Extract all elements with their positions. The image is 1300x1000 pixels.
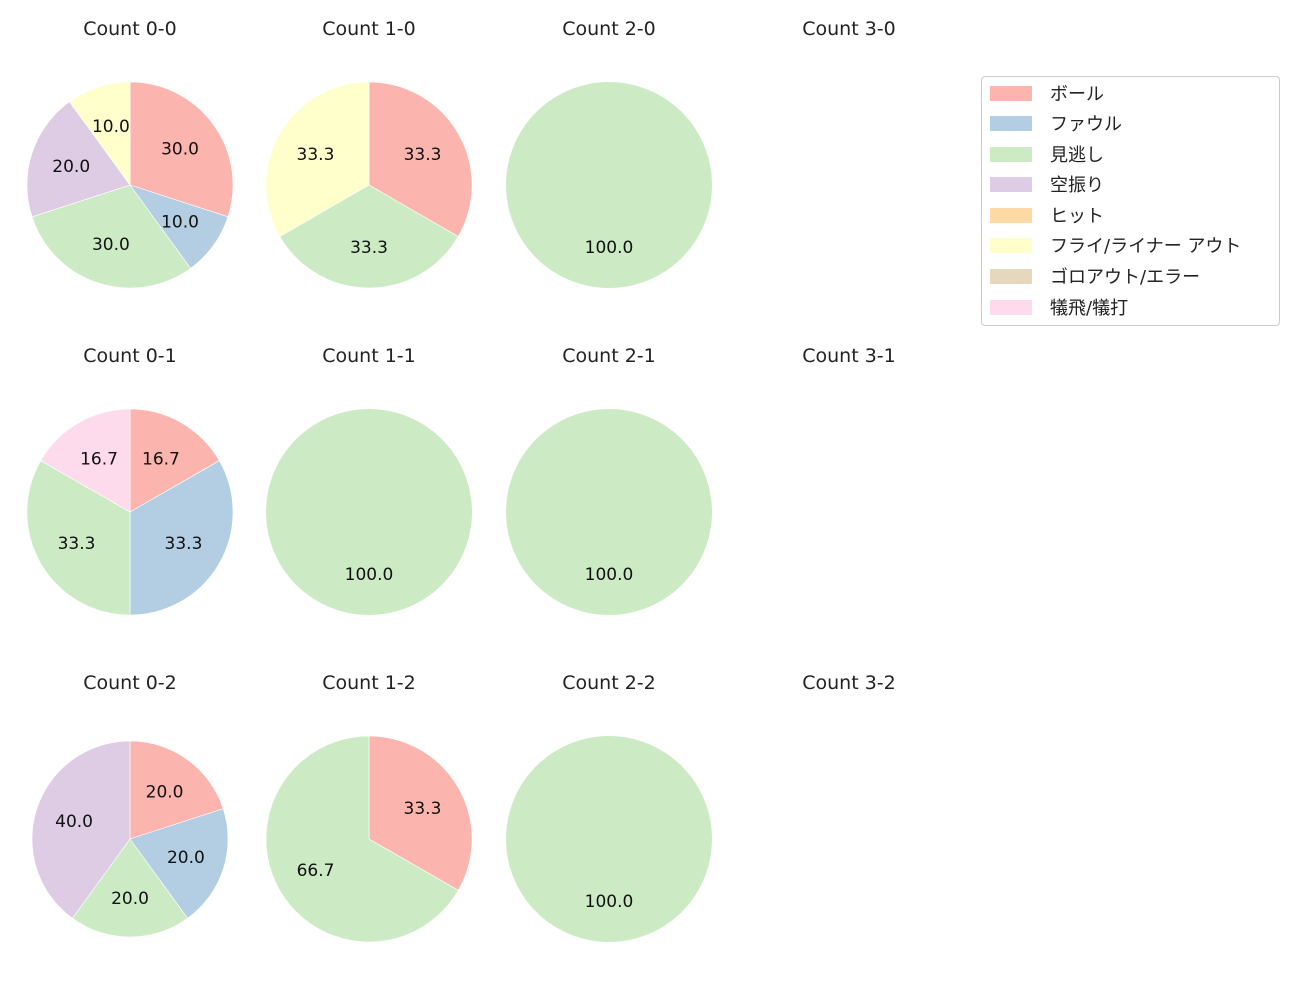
pie-slice bbox=[265, 81, 370, 237]
legend-label: 見逃し bbox=[1050, 145, 1104, 166]
pie-slice bbox=[31, 184, 191, 289]
chart-title: Count 1-0 bbox=[322, 18, 416, 40]
pie-chart: Count 0-1 16.7 33.3 33.3 16.7 bbox=[26, 345, 234, 616]
legend-item: ヒット bbox=[990, 205, 1104, 227]
chart-title: Count 3-1 bbox=[802, 345, 896, 367]
slice-label: 30.0 bbox=[92, 235, 130, 255]
legend-item: フライ/ライナー アウト bbox=[990, 235, 1242, 257]
legend-label: ゴロアウト/エラー bbox=[1050, 267, 1201, 288]
chart-title: Count 2-2 bbox=[562, 672, 656, 694]
pie-slice bbox=[368, 735, 473, 891]
slice-label: 10.0 bbox=[161, 212, 199, 232]
pie-slice bbox=[71, 838, 189, 938]
chart-title: Count 2-1 bbox=[562, 345, 656, 367]
pie-slice bbox=[266, 409, 472, 615]
legend-swatch bbox=[990, 146, 1032, 162]
legend-label: 空振り bbox=[1050, 175, 1104, 196]
pie-chart: Count 1-1 100.0 bbox=[266, 345, 472, 615]
slice-label: 33.3 bbox=[165, 534, 203, 554]
pie-slice bbox=[26, 101, 131, 218]
legend-swatch bbox=[990, 176, 1032, 192]
slice-label: 30.0 bbox=[161, 140, 199, 160]
slice-label: 100.0 bbox=[585, 565, 634, 585]
slice-label: 100.0 bbox=[585, 892, 634, 912]
chart-title: Count 0-1 bbox=[83, 345, 177, 367]
slice-label: 40.0 bbox=[55, 812, 93, 832]
slice-label: 66.7 bbox=[297, 861, 335, 881]
chart-title: Count 2-0 bbox=[562, 18, 656, 40]
legend-label: ファウル bbox=[1050, 114, 1122, 135]
slice-label: 10.0 bbox=[92, 117, 130, 137]
pie-slice bbox=[129, 408, 220, 513]
slice-label: 33.3 bbox=[58, 534, 96, 554]
pie-slice bbox=[506, 82, 712, 288]
legend-item: 犠飛/犠打 bbox=[990, 297, 1129, 319]
pie-chart: Count 1-0 33.3 33.3 33.3 bbox=[265, 18, 473, 289]
pie-slice bbox=[368, 81, 473, 237]
slice-label: 33.3 bbox=[350, 238, 388, 258]
pie-slice bbox=[129, 808, 229, 919]
slice-label: 33.3 bbox=[297, 145, 335, 165]
chart-title: Count 3-2 bbox=[802, 672, 896, 694]
legend-item: 空振り bbox=[990, 174, 1104, 196]
pie-chart: Count 3-1 bbox=[802, 345, 896, 367]
legend-swatch bbox=[990, 237, 1032, 253]
legend-swatch bbox=[990, 115, 1032, 131]
slice-label: 100.0 bbox=[345, 565, 394, 585]
legend-item: ボール bbox=[990, 83, 1104, 105]
pie-slice bbox=[506, 409, 712, 615]
pie-slice bbox=[129, 460, 234, 616]
slice-label: 20.0 bbox=[52, 157, 90, 177]
pie-slice bbox=[506, 736, 712, 942]
pie-chart: Count 2-2 100.0 bbox=[506, 672, 712, 942]
legend-swatch bbox=[990, 299, 1032, 315]
chart-title: Count 1-1 bbox=[322, 345, 416, 367]
pie-chart: Count 1-2 33.3 66.7 bbox=[265, 672, 473, 943]
pie-chart: Count 2-0 100.0 bbox=[506, 18, 712, 288]
slice-label: 33.3 bbox=[404, 799, 442, 819]
pie-chart: Count 0-030.010.030.020.010.0 bbox=[26, 18, 234, 289]
legend-item: ゴロアウト/エラー bbox=[990, 266, 1201, 288]
pie-chart: Count 2-1 100.0 bbox=[506, 345, 712, 615]
legend-label: ボール bbox=[1050, 84, 1104, 105]
chart-title: Count 1-2 bbox=[322, 672, 416, 694]
slice-label: 16.7 bbox=[142, 450, 180, 470]
chart-title: Count 0-2 bbox=[83, 672, 177, 694]
slice-label: 20.0 bbox=[111, 889, 149, 909]
legend: ボール ファウル 見逃し 空振り ヒット フライ/ライナー アウト ゴロアウト/… bbox=[981, 76, 1280, 326]
chart-title: Count 3-0 bbox=[802, 18, 896, 40]
legend-swatch bbox=[990, 85, 1032, 101]
slice-label: 100.0 bbox=[585, 238, 634, 258]
legend-swatch bbox=[990, 268, 1032, 284]
legend-label: ヒット bbox=[1050, 206, 1104, 227]
pie-slice bbox=[31, 740, 131, 919]
slice-label: 20.0 bbox=[146, 782, 184, 802]
pie-slice bbox=[129, 740, 224, 840]
chart-title: Count 0-0 bbox=[83, 18, 177, 40]
legend-label: 犠飛/犠打 bbox=[1050, 298, 1129, 319]
pie-slice bbox=[40, 408, 131, 513]
legend-label: フライ/ライナー アウト bbox=[1050, 236, 1242, 257]
slice-label: 33.3 bbox=[404, 145, 442, 165]
pie-slice bbox=[69, 81, 131, 186]
legend-swatch bbox=[990, 207, 1032, 223]
pie-chart: Count 3-0 bbox=[802, 18, 896, 40]
pie-slice bbox=[265, 735, 459, 943]
pie-chart: Count 3-2 bbox=[802, 672, 896, 694]
pie-chart: Count 0-2 20.0 20.0 20.0 40.0 bbox=[31, 672, 229, 938]
legend-item: ファウル bbox=[990, 113, 1122, 135]
slice-label: 16.7 bbox=[80, 450, 118, 470]
pie-slice bbox=[26, 460, 131, 616]
slice-label: 20.0 bbox=[167, 848, 205, 868]
legend-item: 見逃し bbox=[990, 144, 1104, 166]
pie-slice bbox=[129, 81, 234, 218]
